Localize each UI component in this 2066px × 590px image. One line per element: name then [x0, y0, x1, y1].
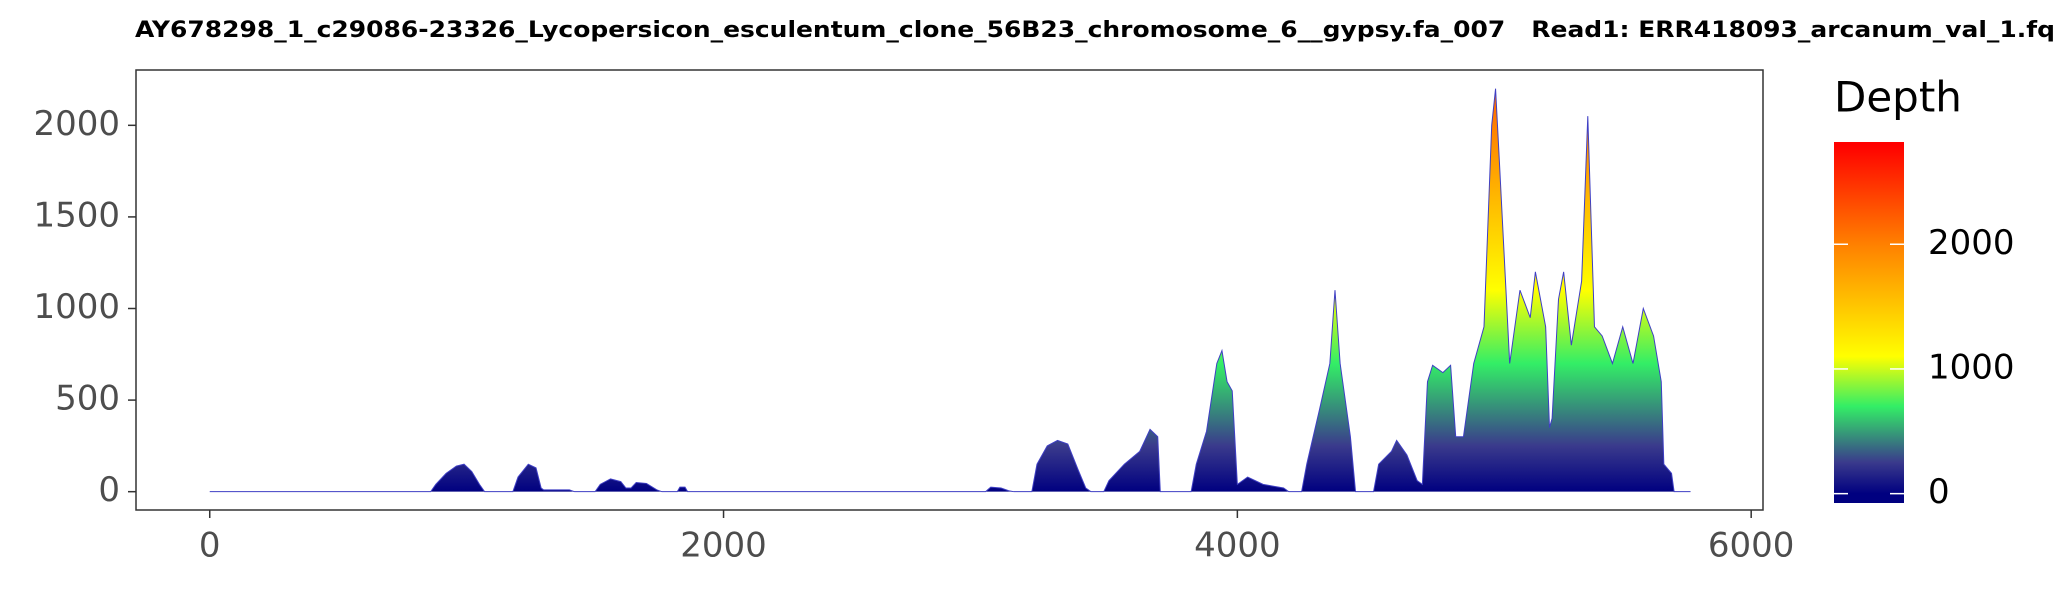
coverage-area	[209, 88, 1691, 492]
x-tick-label: 4000	[1194, 526, 1281, 566]
y-tick-label: 1500	[33, 195, 120, 235]
y-tick-label: 1000	[33, 287, 120, 327]
x-tick-label: 0	[199, 526, 221, 566]
colorbar-tick-label: 0	[1928, 472, 1950, 512]
plot-border	[135, 69, 1764, 511]
x-tick-label: 6000	[1708, 526, 1795, 566]
y-tick-label: 0	[98, 470, 120, 510]
colorbar-tick-label: 2000	[1928, 223, 2015, 263]
legend-title: Depth	[1834, 73, 1962, 122]
chart-title: AY678298_1_c29086-23326_Lycopersicon_esc…	[135, 18, 2055, 43]
y-tick-label: 2000	[33, 104, 120, 144]
colorbar	[1834, 142, 1904, 503]
colorbar-tick-label: 1000	[1928, 347, 2015, 387]
coverage-line	[209, 88, 1691, 493]
x-tick-label: 2000	[680, 526, 767, 566]
y-tick-label: 500	[55, 379, 120, 419]
